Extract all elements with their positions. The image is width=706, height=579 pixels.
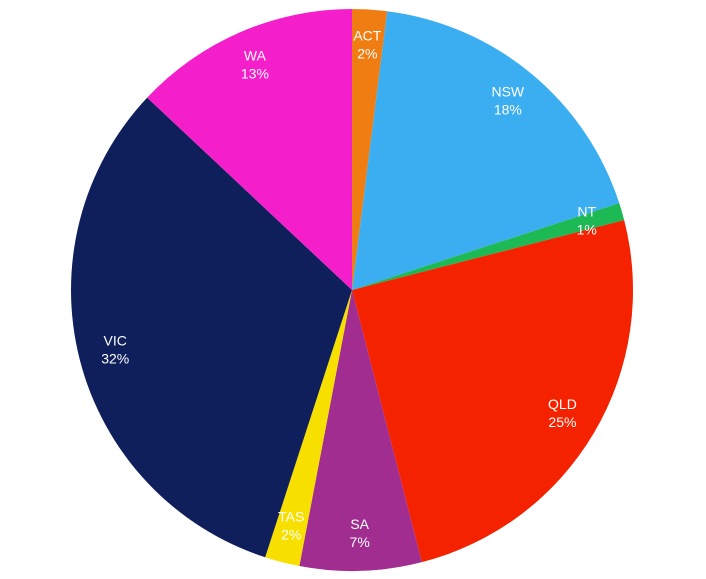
slice-label: NT <box>577 203 596 219</box>
slice-value-label: 2% <box>281 526 301 542</box>
pie-slice <box>352 9 388 290</box>
pie-slice <box>265 290 352 567</box>
slice-value-label: 32% <box>101 351 129 367</box>
slice-label: ACT <box>353 28 381 44</box>
pie-slice <box>71 97 352 558</box>
pie-slice <box>352 203 625 290</box>
slice-value-label: 1% <box>577 221 597 237</box>
pie-slice <box>352 11 620 291</box>
pie-slice <box>147 8 352 290</box>
slice-label: WA <box>244 47 267 63</box>
pie-slice <box>299 290 422 571</box>
slice-value-label: 2% <box>357 46 377 62</box>
slice-label: SA <box>350 516 369 532</box>
slice-value-label: 25% <box>548 414 576 430</box>
slice-label: TAS <box>278 508 304 524</box>
slice-label: QLD <box>548 396 577 412</box>
slice-value-label: 13% <box>241 65 269 81</box>
pie-slice <box>352 220 633 563</box>
slice-label: VIC <box>104 333 127 349</box>
slice-value-label: 7% <box>350 534 370 550</box>
slice-value-label: 18% <box>494 101 522 117</box>
slice-label: NSW <box>491 83 524 99</box>
